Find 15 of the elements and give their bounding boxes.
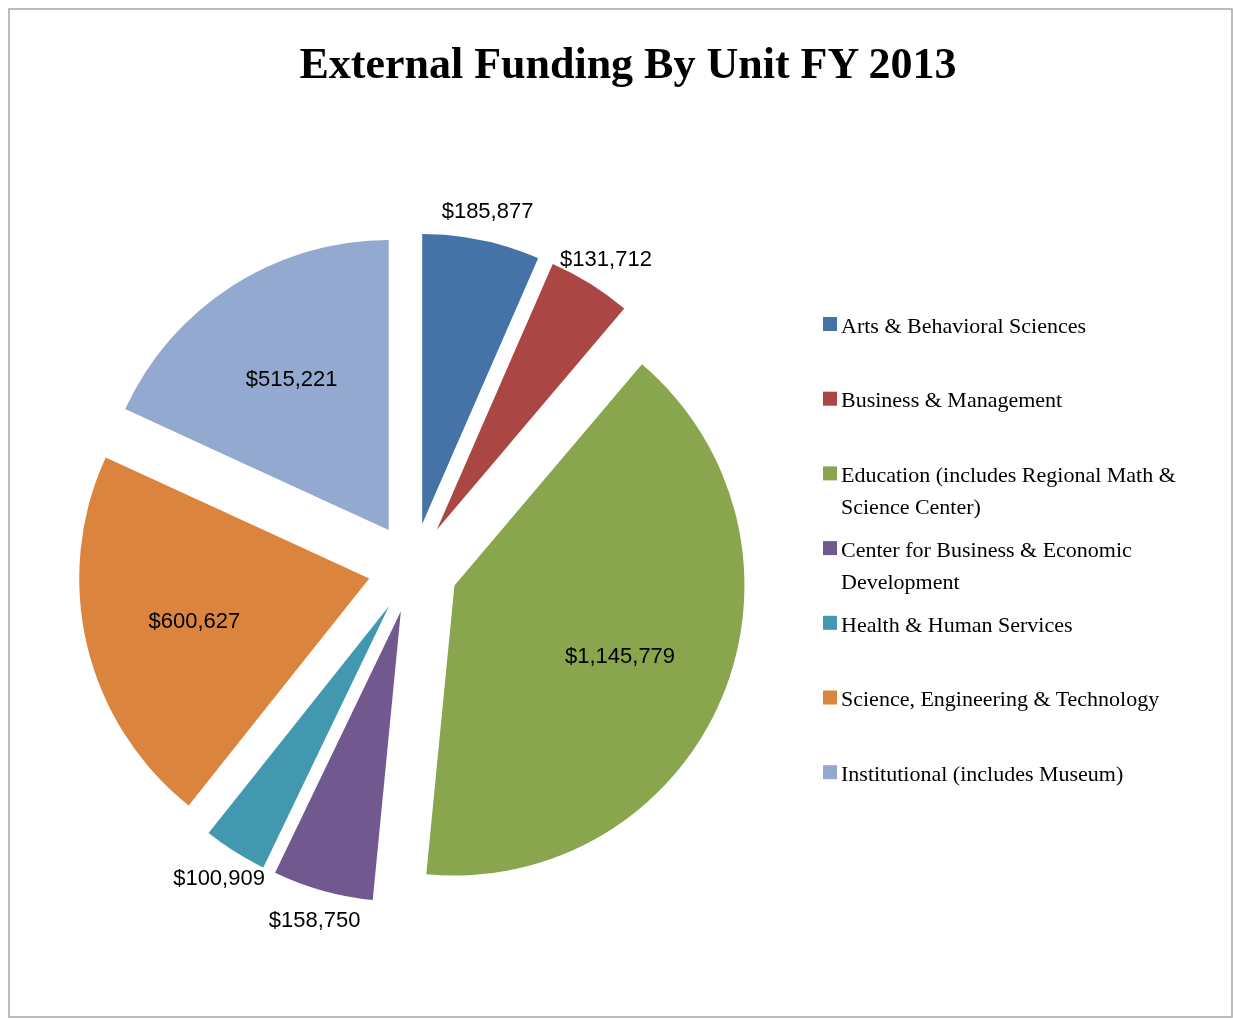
data-label: $131,712 [560, 245, 652, 271]
legend-label: Business & Management [841, 387, 1063, 413]
legend-label: Institutional (includes Museum) [841, 760, 1124, 786]
legend-label: Center for Business & Economic Development [841, 536, 1133, 594]
data-label: $158,750 [268, 907, 361, 933]
data-label: $185,877 [441, 198, 534, 224]
data-label: $515,221 [245, 366, 338, 392]
legend-label: Health & Human Services [841, 611, 1073, 637]
chart-title: External Funding By Unit FY 2013 [299, 39, 957, 88]
legend-label: Education (includes Regional Math & Science Center) [841, 462, 1176, 520]
data-label: $1,145,779 [564, 643, 676, 669]
legend-label: Arts & Behavioral Sciences [841, 312, 1086, 338]
data-label: $100,909 [173, 864, 265, 890]
legend-label: Science, Engineering & Technology [841, 686, 1160, 712]
data-label: $600,627 [148, 607, 241, 633]
